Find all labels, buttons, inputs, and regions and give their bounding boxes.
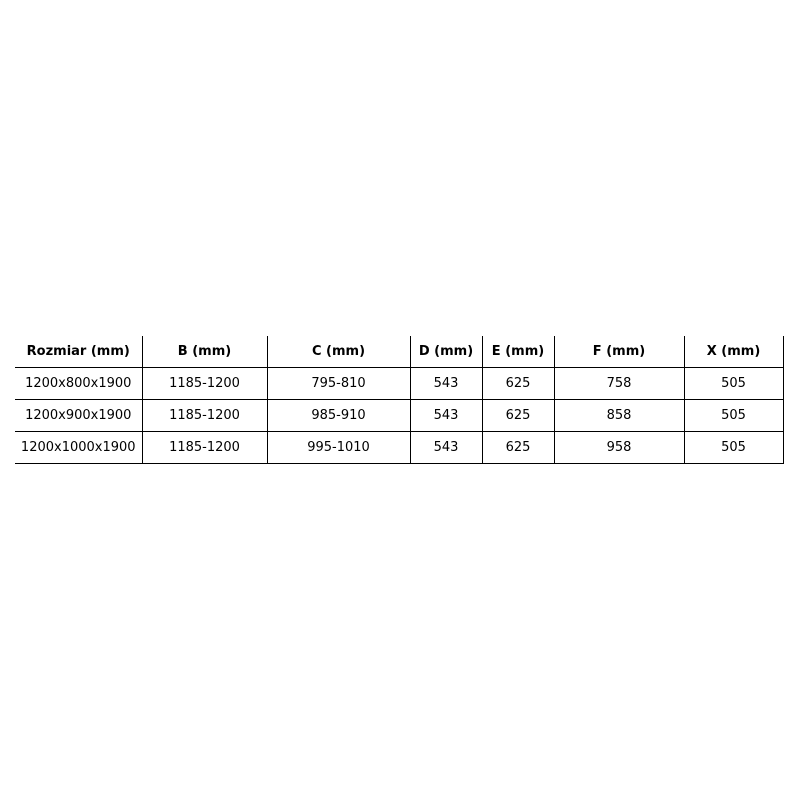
cell-f: 758 [553, 367, 684, 400]
header-x: X (mm) [683, 336, 784, 368]
header-f: F (mm) [553, 336, 684, 368]
cell-x: 505 [683, 367, 784, 400]
cell-x: 505 [683, 399, 784, 432]
header-rozmiar: Rozmiar (mm) [15, 336, 142, 368]
cell-d: 543 [409, 367, 482, 400]
cell-e: 625 [481, 431, 554, 464]
cell-b: 1185-1200 [141, 367, 267, 400]
cell-d: 543 [409, 431, 482, 464]
cell-b: 1185-1200 [141, 399, 267, 432]
header-c: C (mm) [266, 336, 410, 368]
dimensions-table: Rozmiar (mm) B (mm) C (mm) D (mm) E (mm)… [15, 336, 784, 464]
cell-f: 958 [553, 431, 684, 464]
table-row: 1200x800x1900 1185-1200 795-810 543 625 … [15, 367, 784, 400]
cell-x: 505 [683, 431, 784, 464]
cell-rozmiar: 1200x800x1900 [15, 367, 142, 400]
header-e: E (mm) [481, 336, 554, 368]
cell-e: 625 [481, 367, 554, 400]
table-row: 1200x900x1900 1185-1200 985-910 543 625 … [15, 399, 784, 432]
cell-rozmiar: 1200x1000x1900 [15, 431, 142, 464]
header-b: B (mm) [141, 336, 267, 368]
cell-c: 985-910 [266, 399, 410, 432]
cell-f: 858 [553, 399, 684, 432]
cell-b: 1185-1200 [141, 431, 267, 464]
header-d: D (mm) [409, 336, 482, 368]
cell-c: 795-810 [266, 367, 410, 400]
header-row: Rozmiar (mm) B (mm) C (mm) D (mm) E (mm)… [15, 336, 784, 368]
table-row: 1200x1000x1900 1185-1200 995-1010 543 62… [15, 431, 784, 464]
cell-d: 543 [409, 399, 482, 432]
cell-c: 995-1010 [266, 431, 410, 464]
cell-e: 625 [481, 399, 554, 432]
cell-rozmiar: 1200x900x1900 [15, 399, 142, 432]
